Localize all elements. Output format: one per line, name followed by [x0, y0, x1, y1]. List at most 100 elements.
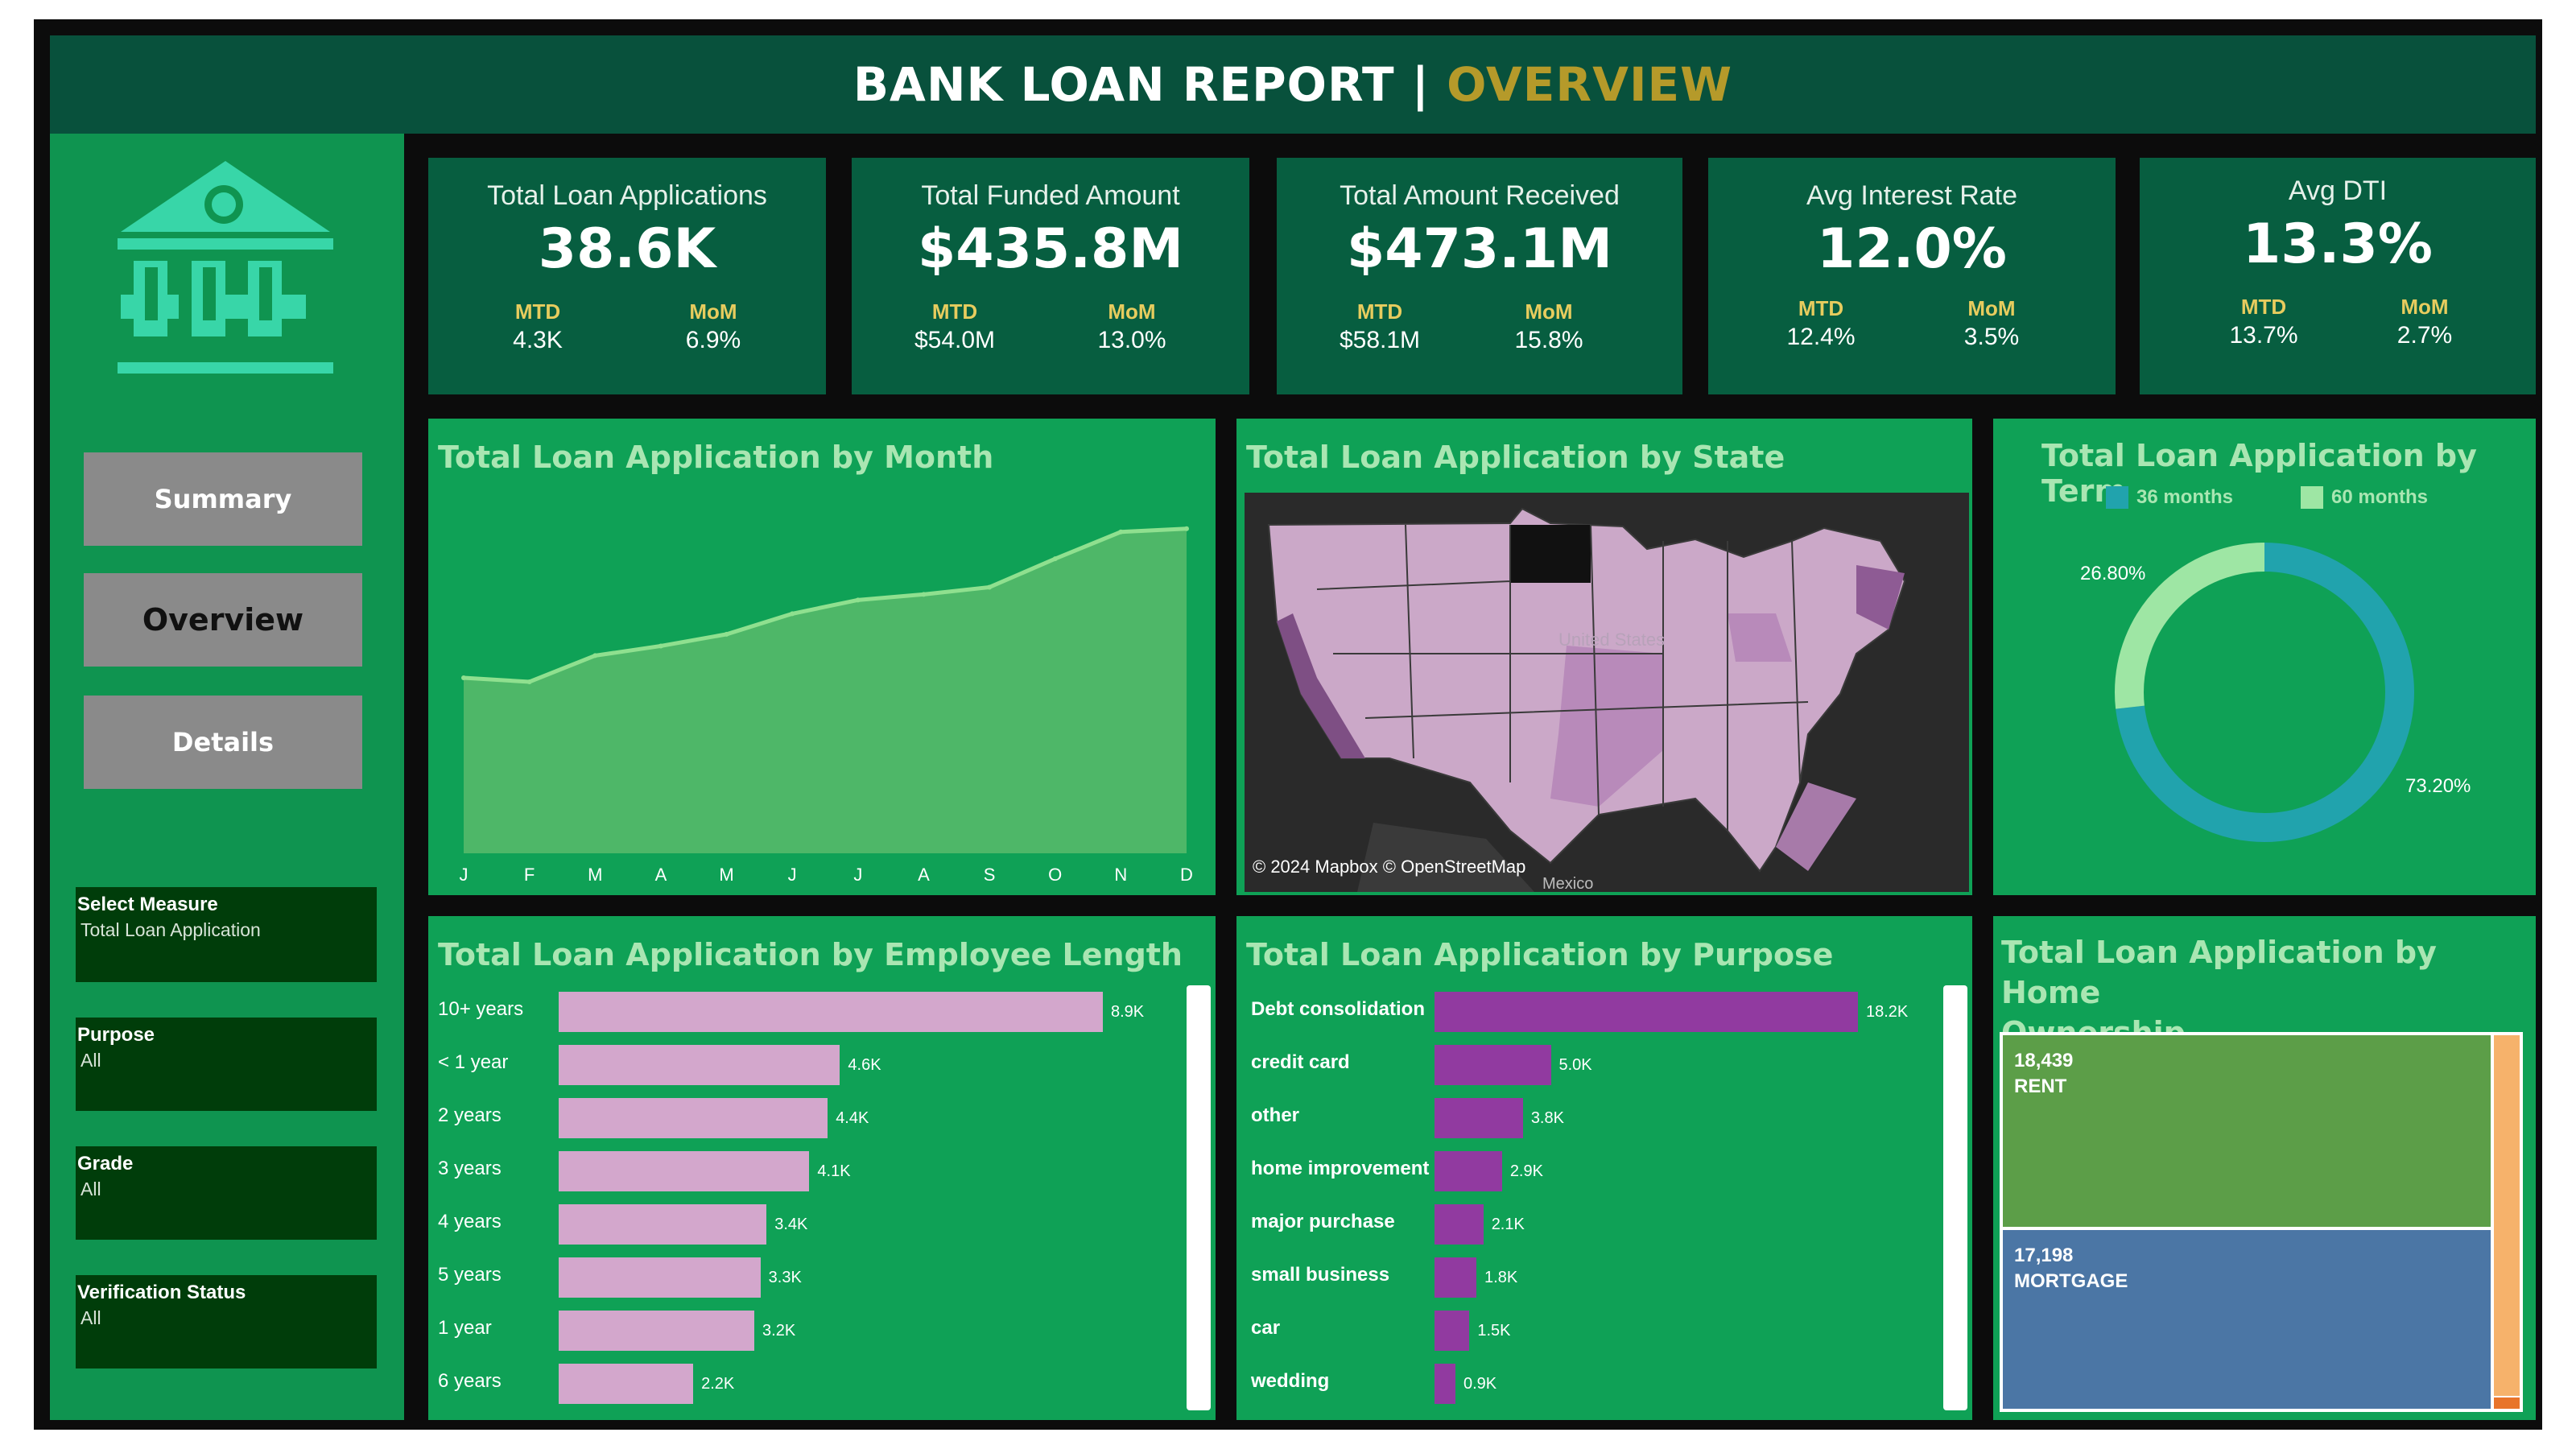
filter-value: All	[80, 1050, 101, 1071]
month-tick-label: J	[788, 865, 797, 885]
kpi-value: $435.8M	[917, 217, 1184, 281]
employee-bar[interactable]	[559, 1311, 755, 1351]
scrollbar[interactable]	[1187, 985, 1211, 1410]
employee-bar-value: 3.3K	[768, 1269, 802, 1286]
purpose-bar-label: credit card	[1251, 1051, 1350, 1073]
employee-bar-label: 3 years	[438, 1158, 502, 1179]
employee-bar-label: 10+ years	[438, 998, 524, 1020]
month-tick-label: F	[524, 865, 535, 885]
purpose-bar-value: 2.1K	[1491, 1216, 1525, 1233]
employee-bar[interactable]	[559, 1204, 767, 1245]
panel-home-ownership: Total Loan Application by Home Ownership…	[1993, 916, 2536, 1420]
kpi-value: 38.6K	[538, 217, 716, 281]
kpi-mom-value: 6.9%	[685, 327, 741, 353]
month-tick-label: A	[655, 865, 667, 885]
month-point[interactable]	[855, 597, 861, 603]
purpose-bar-value: 1.5K	[1477, 1322, 1511, 1340]
legend-label-36: 36 months	[2136, 486, 2234, 508]
filter-purpose[interactable]: Purpose All	[76, 1018, 377, 1111]
month-tick-label: N	[1114, 865, 1127, 885]
month-point[interactable]	[1052, 556, 1058, 562]
treemap-value: 18,439	[2014, 1050, 2074, 1071]
kpi-mtd-label: MTD	[1798, 296, 1844, 320]
month-tick-label: J	[460, 865, 469, 885]
panel-title: Total Loan Application by Month	[438, 440, 994, 475]
kpi-mom-value: 15.8%	[1514, 327, 1583, 353]
month-point[interactable]	[1118, 529, 1124, 535]
month-point[interactable]	[724, 631, 729, 637]
kpi-mom-label: MoM	[689, 299, 737, 324]
employee-bar-label: < 1 year	[438, 1051, 509, 1073]
filter-select-measure[interactable]: Select Measure Total Loan Application	[76, 887, 377, 982]
kpi-mtd-value: 13.7%	[2229, 322, 2298, 349]
kpi-mom-label: MoM	[1525, 299, 1573, 324]
employee-bar[interactable]	[559, 1098, 828, 1138]
employee-bar-value: 3.4K	[774, 1216, 808, 1233]
kpi-mtd-label: MTD	[1356, 299, 1403, 324]
purpose-bar[interactable]	[1435, 1364, 1455, 1404]
term-slice-60[interactable]	[2115, 543, 2414, 842]
map-attribution: © 2024 Mapbox © OpenStreetMap	[1253, 857, 1526, 877]
kpi-mtd-value: $54.0M	[914, 327, 996, 353]
purpose-bar[interactable]	[1435, 1045, 1551, 1085]
home-treemap: 18,439 RENT 17,198 MORTGAGE	[2000, 1032, 2523, 1412]
month-tick-label: M	[588, 865, 602, 885]
treemap-none[interactable]	[2494, 1397, 2520, 1409]
treemap-rent[interactable]: 18,439 RENT	[2003, 1035, 2491, 1227]
month-point[interactable]	[921, 592, 927, 597]
employee-bar-label: 4 years	[438, 1211, 502, 1232]
employee-bar[interactable]	[559, 992, 1103, 1032]
legend-swatch-36	[2106, 486, 2128, 509]
month-point[interactable]	[592, 653, 598, 658]
employee-bar-value: 4.4K	[836, 1109, 869, 1127]
purpose-bar-value: 18.2K	[1866, 1003, 1909, 1021]
title-main: BANK LOAN REPORT |	[852, 57, 1447, 112]
treemap-other[interactable]	[2494, 1035, 2520, 1396]
overview-button[interactable]: Overview	[84, 573, 362, 667]
kpi-mtd-label: MTD	[2240, 295, 2287, 319]
month-point[interactable]	[461, 675, 466, 681]
employee-bar-label: 1 year	[438, 1317, 492, 1339]
month-point[interactable]	[526, 679, 532, 684]
month-tick-label: D	[1180, 865, 1193, 885]
purpose-bar[interactable]	[1435, 1257, 1477, 1298]
filter-label: Select Measure	[77, 894, 218, 915]
employee-bar[interactable]	[559, 1045, 840, 1085]
purpose-bar[interactable]	[1435, 1311, 1470, 1351]
kpi-value: 12.0%	[1817, 217, 2007, 281]
month-point[interactable]	[1184, 526, 1189, 531]
kpi-mtd-label: MTD	[931, 299, 978, 324]
month-point[interactable]	[790, 611, 795, 617]
filter-verification-status[interactable]: Verification Status All	[76, 1275, 377, 1368]
kpi-mtd-value: $58.1M	[1339, 327, 1421, 353]
purpose-bar[interactable]	[1435, 1204, 1484, 1245]
purpose-bar[interactable]	[1435, 1151, 1502, 1191]
employee-bar[interactable]	[559, 1151, 810, 1191]
details-button[interactable]: Details	[84, 696, 362, 789]
kpi-mom-value: 2.7%	[2396, 322, 2453, 349]
month-point[interactable]	[987, 584, 993, 590]
filter-grade[interactable]: Grade All	[76, 1146, 377, 1240]
state-map[interactable]: United States Mexico © 2024 Mapbox © Ope…	[1245, 493, 1969, 892]
summary-button[interactable]: Summary	[84, 452, 362, 546]
purpose-bar[interactable]	[1435, 1098, 1523, 1138]
term-donut-chart: 73.20% 26.80%	[2080, 543, 2471, 842]
kpi-mom-value: 3.5%	[1963, 324, 2020, 350]
month-tick-label: A	[918, 865, 930, 885]
employee-bar[interactable]	[559, 1364, 694, 1404]
treemap-label: RENT	[2014, 1075, 2067, 1097]
panel-title: Total Loan Application by Purpose	[1246, 937, 1834, 972]
month-point[interactable]	[658, 643, 663, 649]
employee-bar-value: 4.6K	[848, 1056, 881, 1074]
kpi-mom-label: MoM	[1108, 299, 1156, 324]
purpose-bar[interactable]	[1435, 992, 1858, 1032]
kpi-mom-value: 13.0%	[1097, 327, 1166, 353]
title-highlight: OVERVIEW	[1447, 57, 1733, 112]
treemap-mortgage[interactable]: 17,198 MORTGAGE	[2003, 1230, 2491, 1409]
employee-bar[interactable]	[559, 1257, 761, 1298]
purpose-bar-value: 0.9K	[1463, 1375, 1497, 1393]
purpose-bar-label: car	[1251, 1317, 1281, 1339]
employee-bar-label: 2 years	[438, 1104, 502, 1126]
scrollbar[interactable]	[1943, 985, 1967, 1410]
